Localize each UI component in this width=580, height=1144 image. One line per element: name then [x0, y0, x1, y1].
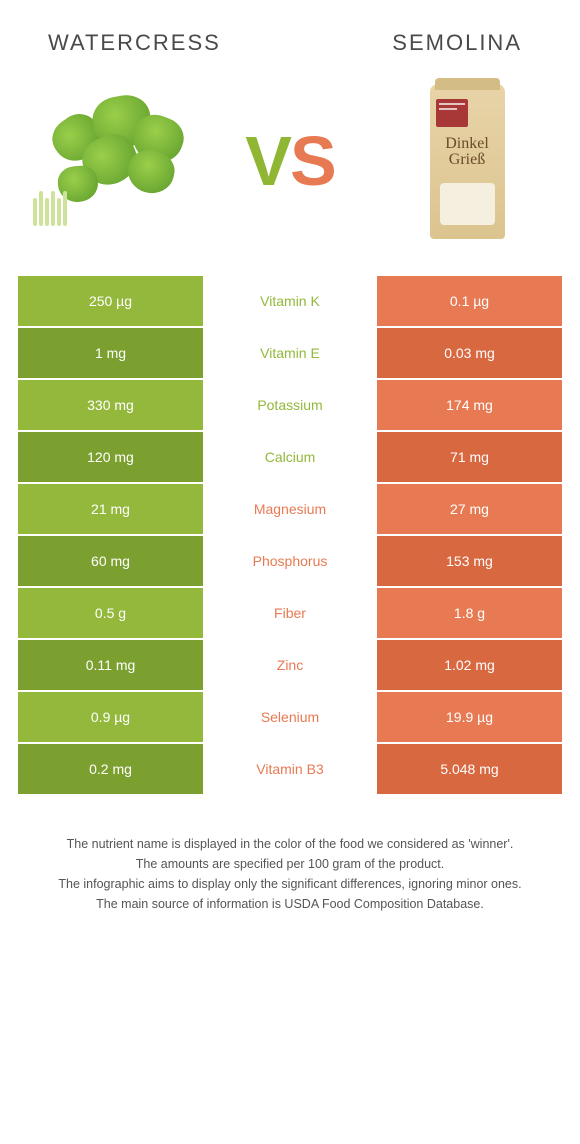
table-row: 0.2 mgVitamin B35.048 mg — [18, 744, 562, 794]
nutrient-name: Calcium — [203, 432, 377, 482]
vs-v: V — [245, 122, 290, 200]
nutrient-name: Phosphorus — [203, 536, 377, 586]
nutrient-name: Selenium — [203, 692, 377, 742]
value-left: 21 mg — [18, 484, 203, 534]
title-right: SEMOLINA — [392, 30, 522, 56]
value-right: 71 mg — [377, 432, 562, 482]
value-right: 1.02 mg — [377, 640, 562, 690]
titles-row: WATERCRESS SEMOLINA — [18, 30, 562, 56]
table-row: 330 mgPotassium174 mg — [18, 380, 562, 430]
footer-line: The nutrient name is displayed in the co… — [28, 834, 552, 854]
footer-line: The infographic aims to display only the… — [28, 874, 552, 894]
watercress-icon — [33, 86, 193, 236]
table-row: 0.11 mgZinc1.02 mg — [18, 640, 562, 690]
value-left: 1 mg — [18, 328, 203, 378]
table-row: 1 mgVitamin E0.03 mg — [18, 328, 562, 378]
nutrient-name: Potassium — [203, 380, 377, 430]
food-right-image: Dinkel Grieß — [382, 76, 552, 246]
value-left: 250 µg — [18, 276, 203, 326]
nutrient-name: Fiber — [203, 588, 377, 638]
nutrient-name: Magnesium — [203, 484, 377, 534]
value-right: 27 mg — [377, 484, 562, 534]
value-right: 19.9 µg — [377, 692, 562, 742]
vs-label: VS — [245, 121, 334, 201]
nutrient-name: Vitamin K — [203, 276, 377, 326]
value-left: 0.2 mg — [18, 744, 203, 794]
value-left: 330 mg — [18, 380, 203, 430]
infographic-container: WATERCRESS SEMOLINA VS Dinkel Grieß 250 … — [0, 0, 580, 944]
value-right: 153 mg — [377, 536, 562, 586]
value-right: 0.03 mg — [377, 328, 562, 378]
table-row: 250 µgVitamin K0.1 µg — [18, 276, 562, 326]
value-left: 60 mg — [18, 536, 203, 586]
table-row: 120 mgCalcium71 mg — [18, 432, 562, 482]
comparison-table: 250 µgVitamin K0.1 µg1 mgVitamin E0.03 m… — [18, 276, 562, 794]
table-row: 60 mgPhosphorus153 mg — [18, 536, 562, 586]
table-row: 0.5 gFiber1.8 g — [18, 588, 562, 638]
value-right: 1.8 g — [377, 588, 562, 638]
bag-text: Dinkel Grieß — [430, 136, 505, 170]
hero-row: VS Dinkel Grieß — [18, 76, 562, 246]
value-left: 0.5 g — [18, 588, 203, 638]
footer-notes: The nutrient name is displayed in the co… — [18, 834, 562, 914]
semolina-bag-icon: Dinkel Grieß — [430, 84, 505, 239]
nutrient-name: Vitamin B3 — [203, 744, 377, 794]
title-left: WATERCRESS — [48, 30, 221, 56]
value-right: 174 mg — [377, 380, 562, 430]
footer-line: The main source of information is USDA F… — [28, 894, 552, 914]
value-right: 0.1 µg — [377, 276, 562, 326]
footer-line: The amounts are specified per 100 gram o… — [28, 854, 552, 874]
vs-s: S — [290, 122, 335, 200]
value-left: 0.9 µg — [18, 692, 203, 742]
value-left: 120 mg — [18, 432, 203, 482]
nutrient-name: Vitamin E — [203, 328, 377, 378]
food-left-image — [28, 76, 198, 246]
table-row: 0.9 µgSelenium19.9 µg — [18, 692, 562, 742]
value-right: 5.048 mg — [377, 744, 562, 794]
nutrient-name: Zinc — [203, 640, 377, 690]
value-left: 0.11 mg — [18, 640, 203, 690]
table-row: 21 mgMagnesium27 mg — [18, 484, 562, 534]
